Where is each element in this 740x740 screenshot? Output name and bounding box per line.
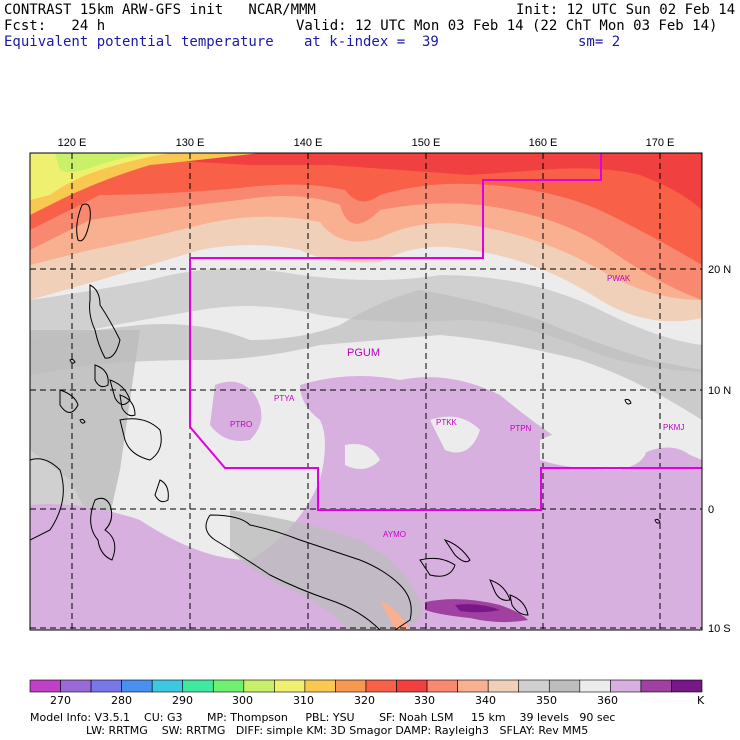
station-label: AYMO <box>383 530 406 539</box>
lon-label: 120 E <box>58 137 87 149</box>
forecast-hour: Fcst: 24 h <box>4 18 106 34</box>
colorbar-tick-label: 290 <box>172 694 193 707</box>
coastlines <box>30 203 661 630</box>
lat-label: 10 N <box>708 385 731 397</box>
colorbar-swatch <box>487 679 520 693</box>
colorbar-swatch <box>640 679 672 693</box>
init-time: Init: 12 UTC Sun 02 Feb 14 <box>516 2 736 18</box>
colorbar-swatch <box>579 679 611 693</box>
station-label: PTPN <box>510 424 532 433</box>
colorbar-swatch <box>121 679 153 693</box>
lon-label: 140 E <box>294 137 323 149</box>
colorbar-swatch <box>610 679 642 693</box>
lon-label: 170 E <box>646 137 675 149</box>
colorbar-tick-label: 300 <box>232 694 253 707</box>
colorbar-tick-label: 270 <box>50 694 71 707</box>
lat-label: 10 S <box>708 623 731 635</box>
model-info-line1: Model Info: V3.5.1 CU: G3 MP: Thompson P… <box>30 711 616 724</box>
lon-label: 160 E <box>529 137 558 149</box>
colorbar-swatch <box>365 679 397 693</box>
colorbar <box>29 679 703 693</box>
colorbar-tick-label: 330 <box>414 694 435 707</box>
colorbar-tick-label: 360 <box>597 694 618 707</box>
colorbar-swatch <box>426 679 458 693</box>
colorbar-tick-label: 340 <box>475 694 496 707</box>
colorbar-swatch <box>396 679 428 693</box>
colorbar-swatch <box>182 679 214 693</box>
colorbar-swatch <box>671 679 703 693</box>
colorbar-swatch <box>304 679 336 693</box>
run-title: CONTRAST 15km ARW-GFS init NCAR/MMM <box>4 2 316 18</box>
colorbar-tick-label: 320 <box>354 694 375 707</box>
lat-label: 0 <box>708 504 714 516</box>
level-index: at k-index = 39 <box>304 34 439 50</box>
colorbar-tick-label: 310 <box>293 694 314 707</box>
colorbar-tick-label: 350 <box>536 694 557 707</box>
colorbar-swatch <box>29 679 61 693</box>
region-boundary <box>189 153 702 511</box>
station-label: PTKK <box>436 418 458 427</box>
model-info-line2: LW: RRTMG SW: RRTMG DIFF: simple KM: 3D … <box>30 724 589 737</box>
lon-label: 130 E <box>176 137 205 149</box>
map-frame <box>29 152 703 631</box>
station-label: PTYA <box>274 394 295 403</box>
lon-label: 150 E <box>412 137 441 149</box>
station-label: PTRO <box>230 420 252 429</box>
station-label: PKMJ <box>663 423 684 432</box>
colorbar-swatch <box>60 679 92 693</box>
colorbar-swatch <box>90 679 122 693</box>
field-name: Equivalent potential temperature <box>4 34 274 50</box>
colorbar-swatch <box>274 679 306 693</box>
colorbar-swatch <box>518 679 550 693</box>
colorbar-swatch <box>457 679 489 693</box>
colorbar-swatch <box>548 679 581 693</box>
colorbar-unit: K <box>697 694 705 707</box>
colorbar-swatch <box>243 679 275 693</box>
colorbar-tick-label: 280 <box>111 694 132 707</box>
smoothing: sm= 2 <box>578 34 621 50</box>
lat-label: 20 N <box>708 264 731 276</box>
colorbar-swatch <box>151 679 184 693</box>
colorbar-swatch <box>212 679 245 693</box>
station-label: PWAK <box>607 274 631 283</box>
station-label: PGUM <box>347 347 380 359</box>
shaded-field <box>30 153 702 630</box>
colorbar-swatch <box>335 679 367 693</box>
valid-time: Valid: 12 UTC Mon 03 Feb 14 (22 ChT Mon … <box>296 18 718 34</box>
